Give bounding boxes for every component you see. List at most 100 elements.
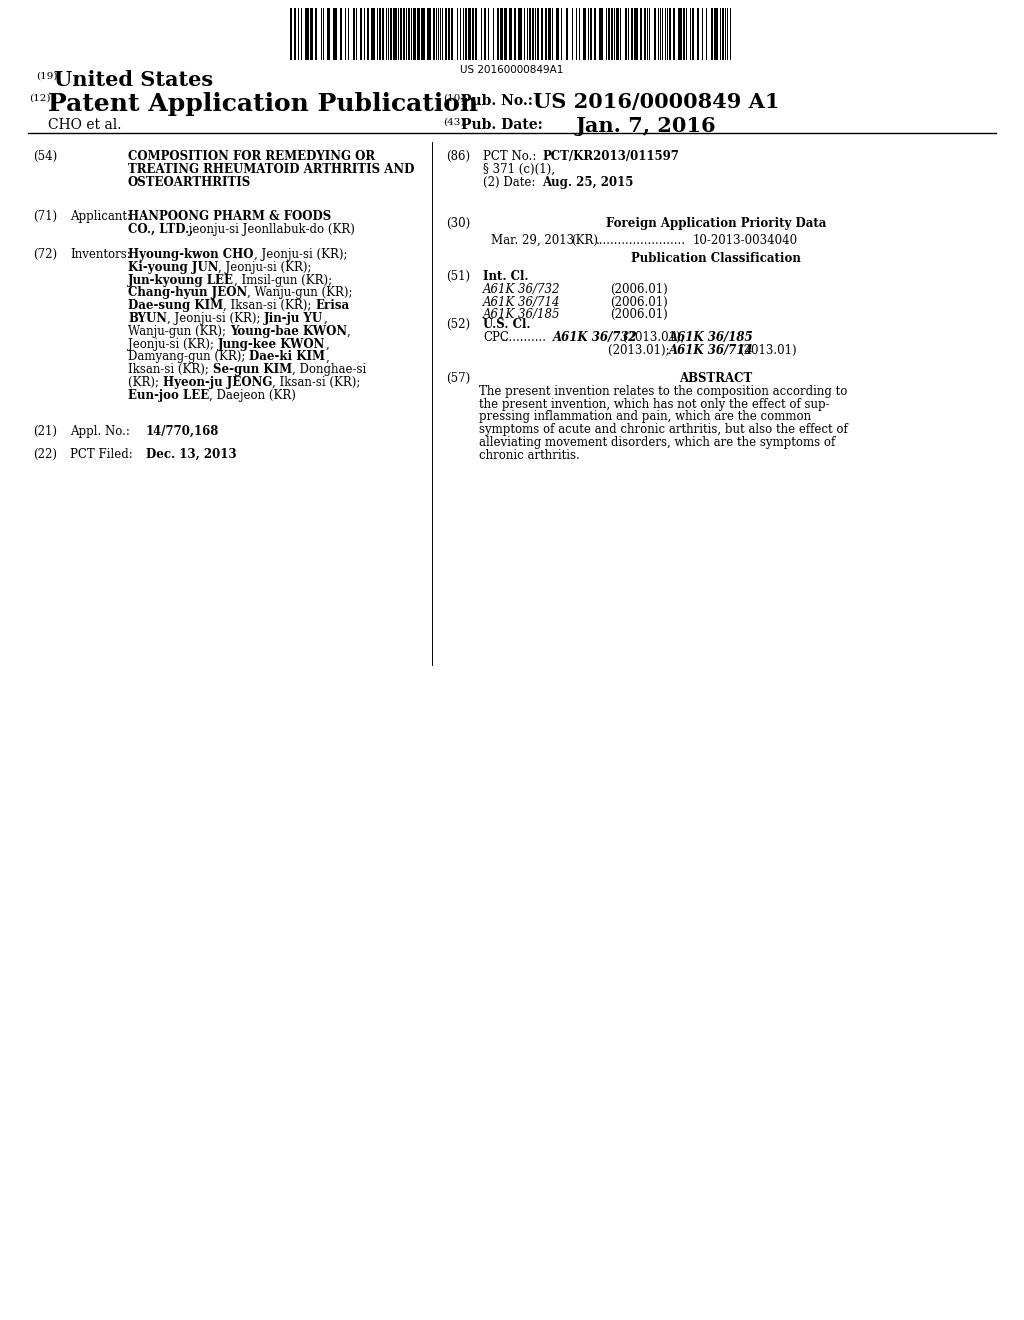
Text: PCT Filed:: PCT Filed: — [70, 447, 133, 461]
Bar — [654, 8, 656, 59]
Bar — [541, 8, 543, 59]
Text: Iksan-si (KR);: Iksan-si (KR); — [128, 363, 213, 376]
Text: Young-bae KWON: Young-bae KWON — [229, 325, 347, 338]
Bar — [371, 8, 375, 59]
Text: OSTEOARTHRITIS: OSTEOARTHRITIS — [128, 176, 251, 189]
Text: Jin-ju YU: Jin-ju YU — [264, 312, 324, 325]
Text: Jeonju-si (KR);: Jeonju-si (KR); — [128, 338, 218, 351]
Text: , Jeonju-si (KR);: , Jeonju-si (KR); — [254, 248, 347, 261]
Bar — [711, 8, 713, 59]
Text: (2) Date:: (2) Date: — [483, 176, 536, 189]
Text: (54): (54) — [33, 150, 57, 162]
Bar — [472, 8, 474, 59]
Text: ............: ............ — [502, 331, 547, 343]
Bar — [634, 8, 638, 59]
Text: Ki-young JUN: Ki-young JUN — [128, 261, 218, 273]
Text: pressing inflammation and pain, which are the common: pressing inflammation and pain, which ar… — [479, 411, 811, 424]
Text: (2013.01);: (2013.01); — [623, 331, 688, 343]
Text: Mar. 29, 2013: Mar. 29, 2013 — [490, 234, 574, 247]
Text: , Imsil-gun (KR);: , Imsil-gun (KR); — [234, 273, 332, 286]
Text: PCT No.:: PCT No.: — [483, 150, 537, 162]
Text: US 2016/0000849 A1: US 2016/0000849 A1 — [534, 92, 779, 112]
Bar — [500, 8, 503, 59]
Text: (2006.01): (2006.01) — [610, 282, 668, 296]
Text: , Iksan-si (KR);: , Iksan-si (KR); — [272, 376, 360, 389]
Text: Pub. No.:: Pub. No.: — [461, 94, 532, 108]
Text: (51): (51) — [446, 271, 470, 282]
Bar — [340, 8, 342, 59]
Bar — [590, 8, 592, 59]
Bar — [305, 8, 309, 59]
Text: CHO et al.: CHO et al. — [48, 117, 122, 132]
Bar — [529, 8, 531, 59]
Text: BYUN: BYUN — [128, 312, 167, 325]
Bar — [644, 8, 646, 59]
Text: US 20160000849A1: US 20160000849A1 — [461, 65, 563, 75]
Text: ,: , — [326, 338, 329, 351]
Bar — [678, 8, 682, 59]
Text: ,: , — [324, 312, 327, 325]
Bar — [379, 8, 381, 59]
Text: (30): (30) — [446, 216, 470, 230]
Text: Dae-ki KIM: Dae-ki KIM — [249, 350, 326, 363]
Bar — [408, 8, 410, 59]
Bar — [714, 8, 718, 59]
Bar — [449, 8, 450, 59]
Text: Wanju-gun (KR);: Wanju-gun (KR); — [128, 325, 229, 338]
Bar — [673, 8, 675, 59]
Bar — [611, 8, 613, 59]
Bar — [427, 8, 431, 59]
Text: § 371 (c)(1),: § 371 (c)(1), — [483, 162, 555, 176]
Text: ........................: ........................ — [596, 234, 686, 247]
Text: TREATING RHEUMATOID ARTHRITIS AND: TREATING RHEUMATOID ARTHRITIS AND — [128, 162, 415, 176]
Text: (19): (19) — [36, 73, 57, 81]
Text: (21): (21) — [33, 425, 57, 438]
Text: (57): (57) — [446, 372, 470, 385]
Bar — [290, 8, 292, 59]
Text: HANPOONG PHARM & FOODS: HANPOONG PHARM & FOODS — [128, 210, 331, 223]
Text: 10-2013-0034040: 10-2013-0034040 — [693, 234, 798, 247]
Text: (71): (71) — [33, 210, 57, 223]
Bar — [468, 8, 471, 59]
Bar — [556, 8, 559, 59]
Bar — [367, 8, 369, 59]
Bar — [504, 8, 507, 59]
Text: Erisa: Erisa — [315, 300, 349, 313]
Bar — [484, 8, 486, 59]
Text: chronic arthritis.: chronic arthritis. — [479, 449, 580, 462]
Text: A61K 36/714: A61K 36/714 — [669, 343, 754, 356]
Text: (2013.01): (2013.01) — [739, 343, 797, 356]
Text: A61K 36/732: A61K 36/732 — [553, 331, 638, 343]
Text: Eun-joo LEE: Eun-joo LEE — [128, 389, 209, 401]
Text: (22): (22) — [33, 447, 57, 461]
Text: Hyeon-ju JEONG: Hyeon-ju JEONG — [163, 376, 272, 389]
Text: (KR);: (KR); — [128, 376, 163, 389]
Bar — [333, 8, 337, 59]
Text: Dae-sung KIM: Dae-sung KIM — [128, 300, 223, 313]
Bar — [403, 8, 406, 59]
Text: United States: United States — [54, 70, 213, 90]
Text: Chang-hyun JEON: Chang-hyun JEON — [128, 286, 247, 300]
Bar — [518, 8, 522, 59]
Text: ABSTRACT: ABSTRACT — [679, 372, 753, 385]
Bar — [353, 8, 355, 59]
Bar — [548, 8, 551, 59]
Text: U.S. Cl.: U.S. Cl. — [483, 318, 530, 331]
Text: (86): (86) — [446, 150, 470, 162]
Bar — [669, 8, 671, 59]
Bar — [625, 8, 627, 59]
Bar — [327, 8, 330, 59]
Text: Hyoung-kwon CHO: Hyoung-kwon CHO — [128, 248, 254, 261]
Text: (52): (52) — [446, 318, 470, 331]
Text: Applicant:: Applicant: — [70, 210, 131, 223]
Text: The present invention relates to the composition according to: The present invention relates to the com… — [479, 385, 848, 397]
Text: (2006.01): (2006.01) — [610, 296, 668, 309]
Bar — [360, 8, 362, 59]
Bar — [514, 8, 516, 59]
Bar — [697, 8, 699, 59]
Text: (10): (10) — [443, 94, 465, 103]
Bar — [417, 8, 420, 59]
Bar — [545, 8, 547, 59]
Bar — [315, 8, 317, 59]
Text: , Donghae-si: , Donghae-si — [292, 363, 366, 376]
